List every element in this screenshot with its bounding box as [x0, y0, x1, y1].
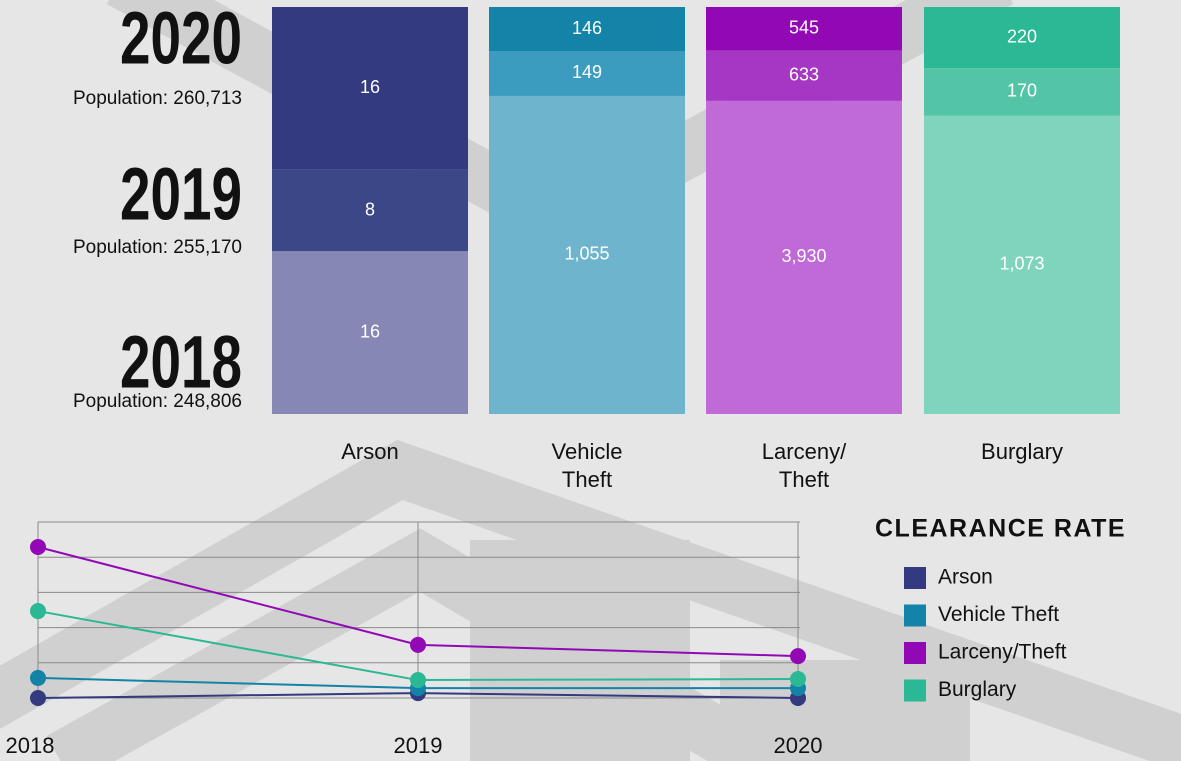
legend-label: Larceny/Theft: [938, 641, 1067, 664]
data-label: 545: [789, 17, 819, 37]
population-label: Population: 260,713: [73, 88, 242, 109]
data-label: 149: [572, 62, 602, 82]
page: CLEARANCE RATE 2018 Population: 248,806 20…: [0, 0, 1181, 761]
data-label: 1,055: [564, 244, 609, 264]
year-label: 2019: [120, 153, 242, 236]
legend-label: Burglary: [938, 678, 1017, 701]
data-label: 170: [1007, 81, 1037, 101]
data-label: 3,930: [781, 246, 826, 266]
year-label: 2020: [120, 0, 242, 80]
x-tick-label: 2018: [6, 733, 55, 758]
chart: CLEARANCE RATE 2018 Population: 248,806 20…: [0, 0, 1181, 761]
data-label: 16: [360, 77, 380, 97]
category-label: Vehicle Theft: [542, 438, 632, 494]
population-label: Population: 248,806: [73, 391, 242, 412]
point: [790, 671, 806, 687]
point: [410, 637, 426, 653]
data-label: 146: [572, 18, 602, 38]
legend-swatch: [904, 605, 926, 627]
data-label: 220: [1007, 26, 1037, 46]
data-label: 633: [789, 64, 819, 84]
data-label: 16: [360, 321, 380, 341]
point: [410, 672, 426, 688]
x-tick-label: 2019: [394, 733, 443, 758]
data-label: 8: [365, 199, 375, 219]
point: [30, 670, 46, 686]
legend-swatch: [904, 680, 926, 702]
point: [30, 539, 46, 555]
category-label: Larceny/Theft: [759, 438, 849, 494]
data-label: 1,073: [999, 253, 1044, 273]
legend-title: CLEARANCE RATE: [875, 515, 1126, 543]
point: [30, 603, 46, 619]
legend-label: Vehicle Theft: [938, 603, 1059, 626]
point: [790, 648, 806, 664]
category-label: Arson: [325, 438, 415, 466]
point: [30, 690, 46, 706]
legend-label: Arson: [938, 566, 993, 589]
category-label: Burglary: [977, 438, 1067, 466]
x-tick-label: 2020: [774, 733, 823, 758]
legend-swatch: [904, 567, 926, 589]
population-label: Population: 255,170: [73, 237, 242, 258]
legend-swatch: [904, 642, 926, 664]
